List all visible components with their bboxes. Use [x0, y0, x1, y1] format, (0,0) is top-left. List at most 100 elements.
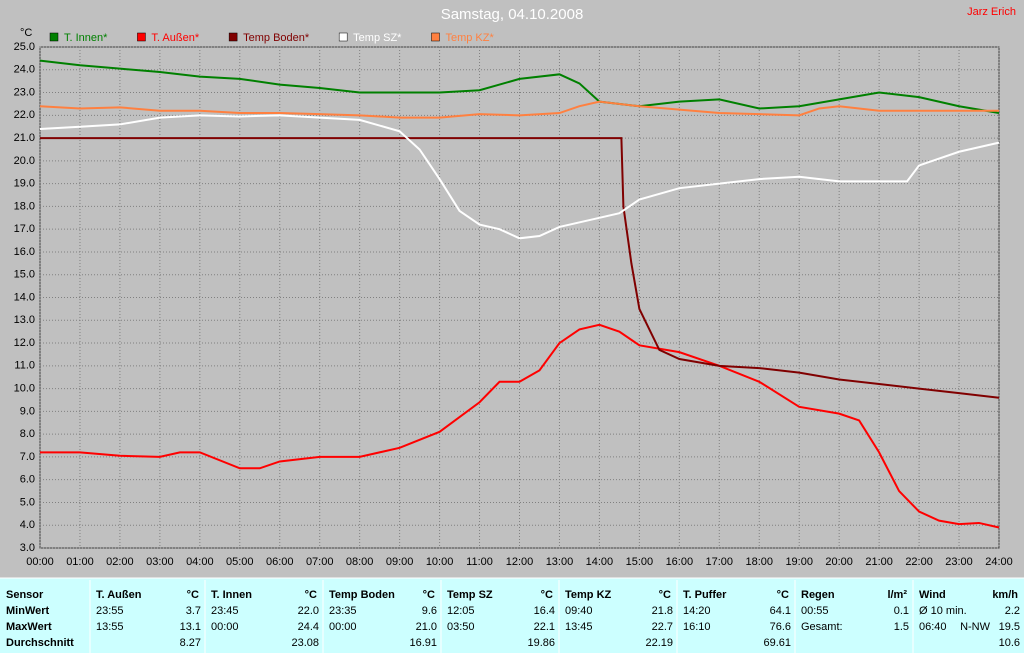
cell: 16.91: [409, 637, 437, 649]
x-tick-label: 02:00: [106, 556, 134, 568]
column-header: Temp Boden: [329, 589, 395, 601]
y-tick-label: 12.0: [14, 337, 35, 349]
x-tick-label: 17:00: [706, 556, 734, 568]
series-line: [39, 114, 1000, 240]
cell: 22.0: [298, 605, 319, 617]
y-tick-label: 20.0: [14, 155, 35, 167]
cell: 76.6: [770, 621, 791, 633]
y-tick-label: 16.0: [14, 246, 35, 258]
series-line: [40, 323, 1000, 529]
cell: 13.1: [180, 621, 201, 633]
cell: 06:40: [919, 621, 947, 633]
y-tick-label: 14.0: [14, 291, 35, 303]
cell: 19.5: [999, 621, 1020, 633]
cell: 10.6: [999, 637, 1020, 649]
column-unit: l/m²: [887, 589, 907, 601]
y-axis-label: °C: [20, 27, 32, 39]
cell: 24.4: [298, 621, 319, 633]
cell: 14:20: [683, 605, 711, 617]
legend-label: Temp KZ*: [445, 32, 494, 44]
x-tick-label: 15:00: [626, 556, 654, 568]
column-header: T. Innen: [211, 589, 252, 601]
row-label: Durchschnitt: [6, 637, 74, 649]
y-tick-label: 5.0: [20, 496, 35, 508]
cell: 23.08: [291, 637, 319, 649]
x-tick-label: 19:00: [785, 556, 813, 568]
cell: 8.27: [180, 637, 201, 649]
legend-label: Temp Boden*: [243, 32, 310, 44]
cell: 22.19: [645, 637, 673, 649]
author: Jarz Erich: [967, 6, 1016, 18]
x-tick-label: 08:00: [346, 556, 374, 568]
y-tick-label: 21.0: [14, 132, 35, 144]
row-label: MinWert: [6, 605, 50, 617]
x-tick-label: 13:00: [546, 556, 574, 568]
cell: 1.5: [894, 621, 909, 633]
x-tick-label: 05:00: [226, 556, 254, 568]
cell: 00:00: [329, 621, 357, 633]
cell: 19.86: [527, 637, 555, 649]
cell: 00:00: [211, 621, 239, 633]
column-unit: °C: [187, 589, 199, 601]
legend-swatch: [431, 32, 440, 42]
y-tick-label: 17.0: [14, 223, 35, 235]
cell: Gesamt:: [801, 621, 843, 633]
x-tick-label: 01:00: [66, 556, 94, 568]
cell: 03:50: [447, 621, 475, 633]
x-tick-label: 06:00: [266, 556, 294, 568]
column-header: Wind: [919, 589, 946, 601]
y-tick-label: 4.0: [20, 519, 35, 531]
y-tick-label: 9.0: [20, 405, 35, 417]
column-header: T. Puffer: [683, 589, 727, 601]
x-tick-label: 12:00: [506, 556, 534, 568]
column-unit: km/h: [992, 589, 1018, 601]
column-unit: °C: [659, 589, 671, 601]
cell: 23:45: [211, 605, 239, 617]
legend-label: T. Außen*: [151, 32, 199, 44]
x-tick-label: 23:00: [945, 556, 973, 568]
cell: 3.7: [186, 605, 201, 617]
cell: 13:55: [96, 621, 124, 633]
x-tick-label: 24:00: [985, 556, 1013, 568]
column-header: T. Außen: [96, 589, 142, 601]
y-tick-label: 15.0: [14, 269, 35, 281]
y-tick-label: 10.0: [14, 382, 35, 394]
y-tick-label: 18.0: [14, 200, 35, 212]
y-tick-label: 22.0: [14, 109, 35, 121]
legend-label: Temp SZ*: [353, 32, 402, 44]
column-header: Regen: [801, 589, 835, 601]
x-tick-label: 10:00: [426, 556, 454, 568]
x-tick-label: 20:00: [825, 556, 853, 568]
legend-swatch: [338, 32, 348, 42]
column-unit: °C: [423, 589, 435, 601]
cell: 16.4: [534, 605, 555, 617]
cell: 22.1: [534, 621, 555, 633]
x-tick-label: 07:00: [306, 556, 334, 568]
cell: 23:35: [329, 605, 357, 617]
x-tick-label: 03:00: [146, 556, 174, 568]
cell: N-NW: [960, 621, 991, 633]
y-tick-label: 25.0: [14, 41, 35, 53]
cell: 69.61: [763, 637, 791, 649]
cell: 00:55: [801, 605, 829, 617]
row-label: MaxWert: [6, 621, 52, 633]
x-tick-label: 14:00: [586, 556, 614, 568]
y-tick-label: 7.0: [20, 451, 35, 463]
column-unit: °C: [541, 589, 553, 601]
x-tick-label: 22:00: [905, 556, 933, 568]
x-tick-label: 00:00: [26, 556, 54, 568]
legend-swatch: [137, 32, 146, 42]
cell: 09:40: [565, 605, 593, 617]
y-tick-label: 19.0: [14, 178, 35, 190]
legend-swatch: [49, 32, 59, 42]
y-tick-label: 23.0: [14, 86, 35, 98]
cell: 0.1: [894, 605, 909, 617]
y-tick-label: 6.0: [20, 474, 35, 486]
y-tick-label: 8.0: [20, 428, 35, 440]
cell: 9.6: [422, 605, 437, 617]
x-tick-label: 11:00: [466, 556, 493, 568]
y-tick-label: 3.0: [20, 542, 35, 554]
series-line: [39, 100, 999, 119]
cell: 2.2: [1005, 605, 1020, 617]
x-tick-label: 18:00: [745, 556, 773, 568]
